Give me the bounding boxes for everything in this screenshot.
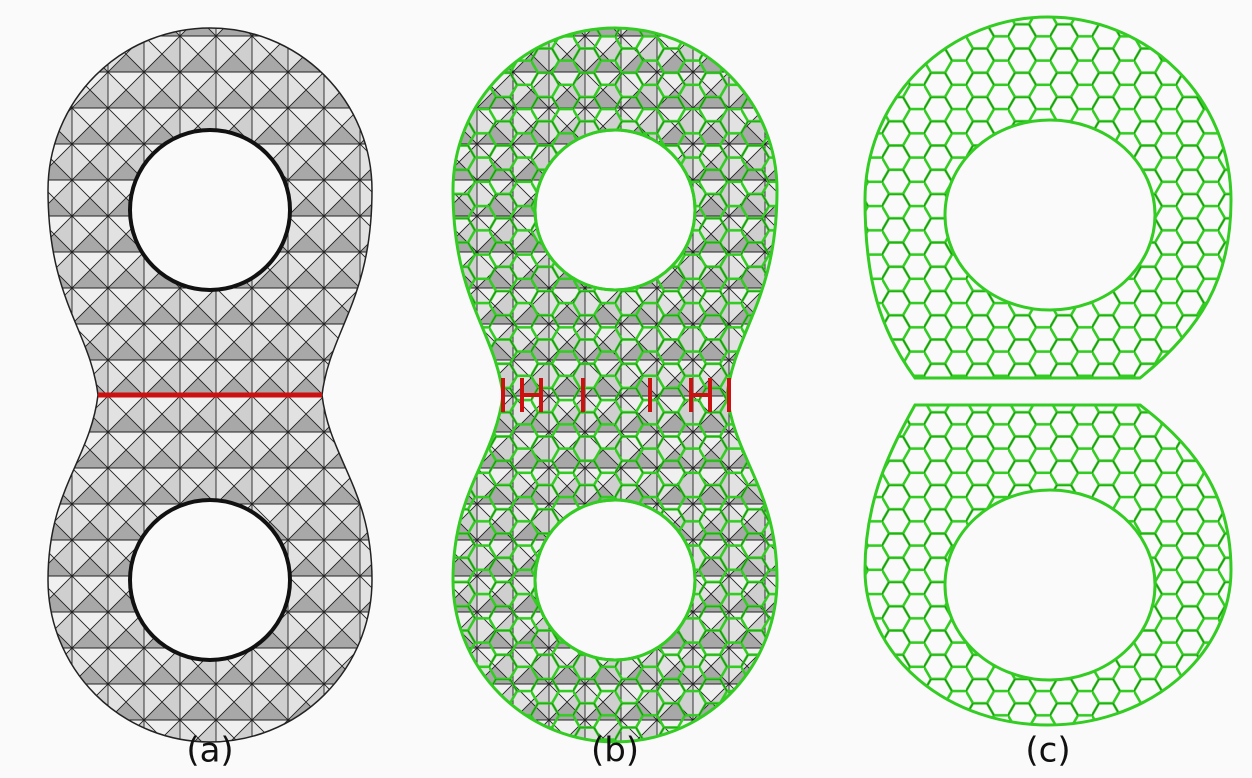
panel-label: (a) [186,731,233,771]
hole-rim [535,500,695,660]
figure: (a) (b) (c) [0,0,1252,778]
panel-label: (c) [1025,731,1070,771]
page: Double torus meshes {"panels": [{"label"… [0,0,1252,778]
hole-rim [130,130,290,290]
hole-rim [535,130,695,290]
panel-label: (b) [591,731,639,771]
half-bottom [865,405,1231,725]
figure-page: (a) (b) (c) (() => { const data = JSON.p… [0,0,1252,778]
half-top [865,17,1231,378]
tri-mesh [48,28,372,742]
panel-a: (a) [48,28,372,771]
panel-c: (c) [865,17,1231,771]
panel-b: (b) [453,28,777,771]
hole-rim [130,500,290,660]
